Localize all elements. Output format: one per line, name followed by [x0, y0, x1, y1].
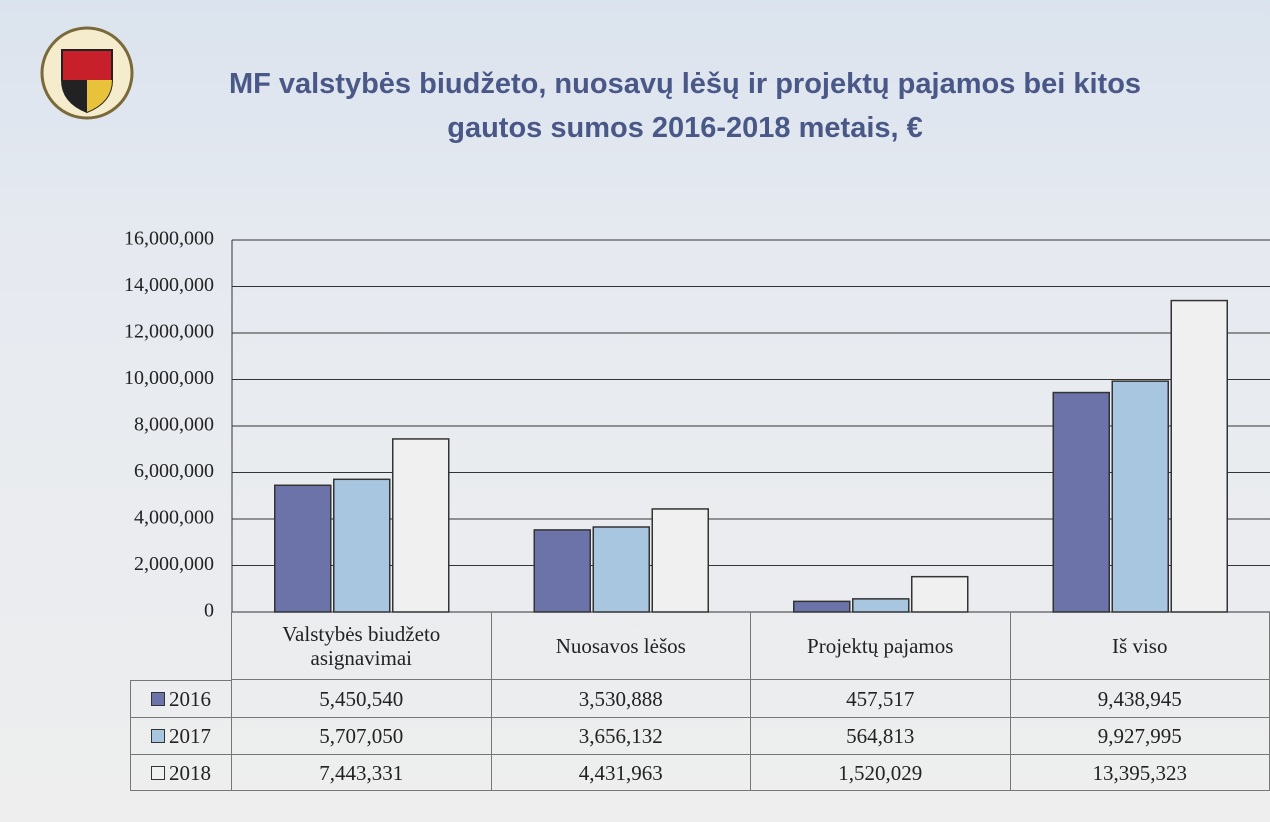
legend-entry: 2018	[130, 755, 232, 791]
table-value: 457,517	[751, 680, 1011, 718]
table-value: 1,520,029	[751, 755, 1011, 791]
bar	[393, 439, 449, 612]
legend-entry: 2017	[130, 718, 232, 755]
page: MF valstybės biudžeto, nuosavų lėšų ir p…	[0, 0, 1270, 822]
bar	[794, 601, 850, 612]
table-value: 5,707,050	[232, 718, 492, 755]
table-value: 13,395,323	[1011, 755, 1270, 791]
legend-label: 2016	[169, 687, 211, 711]
table-value: 5,450,540	[232, 680, 492, 718]
y-tick-label: 4,000,000	[134, 507, 214, 529]
bar	[534, 530, 590, 612]
legend-swatch	[151, 766, 165, 780]
bar	[334, 479, 390, 612]
table-corner	[130, 612, 232, 680]
y-tick-label: 14,000,000	[124, 274, 214, 296]
bar	[912, 577, 968, 612]
table-value: 3,656,132	[492, 718, 752, 755]
x-tick-label: Projektų pajamos	[751, 612, 1011, 680]
bar	[593, 527, 649, 612]
y-tick-label: 10,000,000	[124, 367, 214, 389]
bar	[1171, 301, 1227, 612]
table-value: 9,927,995	[1011, 718, 1270, 755]
x-tick-label: Iš viso	[1011, 612, 1270, 680]
legend-swatch	[151, 729, 165, 743]
bar	[275, 485, 331, 612]
y-tick-label: 2,000,000	[134, 553, 214, 575]
y-tick-label: 16,000,000	[124, 228, 214, 250]
x-tick-label: Valstybės biudžeto asignavimai	[232, 612, 492, 680]
y-tick-label: 6,000,000	[134, 460, 214, 482]
legend-label: 2017	[169, 724, 211, 748]
bar	[652, 509, 708, 612]
y-tick-label: 12,000,000	[124, 321, 214, 343]
logo	[42, 28, 132, 118]
table-value: 3,530,888	[492, 680, 752, 718]
legend-entry: 2016	[130, 680, 232, 718]
legend-label: 2018	[169, 761, 211, 785]
table-value: 4,431,963	[492, 755, 752, 791]
bar	[1112, 381, 1168, 612]
table-value: 7,443,331	[232, 755, 492, 791]
y-tick-label: 8,000,000	[134, 414, 214, 436]
table-value: 9,438,945	[1011, 680, 1270, 718]
bar	[853, 599, 909, 612]
table-value: 564,813	[751, 718, 1011, 755]
bar	[1053, 393, 1109, 612]
x-tick-label: Nuosavos lėšos	[492, 612, 752, 680]
legend-swatch	[151, 692, 165, 706]
